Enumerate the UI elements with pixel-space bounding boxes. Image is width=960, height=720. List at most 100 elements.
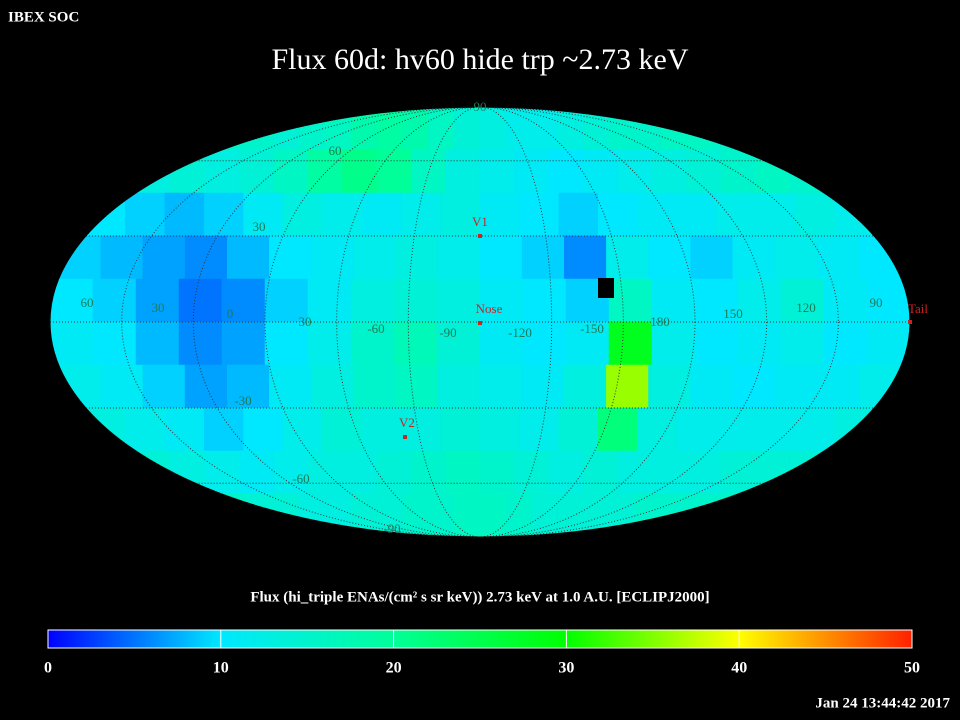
flux-cell bbox=[795, 192, 835, 237]
map-cells bbox=[50, 107, 910, 537]
flux-cell bbox=[531, 107, 558, 151]
longitude-label: 60 bbox=[81, 295, 94, 310]
flux-cell bbox=[823, 321, 868, 366]
flux-cell bbox=[269, 364, 312, 409]
longitude-label: -90 bbox=[439, 325, 456, 340]
flux-cell bbox=[92, 321, 137, 366]
flux-cell bbox=[720, 149, 756, 194]
flux-cell bbox=[269, 235, 312, 280]
flux-cell bbox=[755, 407, 796, 452]
flux-cell bbox=[686, 450, 722, 495]
colorbar-tick-label: 10 bbox=[213, 660, 229, 677]
longitude-label: 30 bbox=[152, 300, 165, 315]
flux-cell bbox=[648, 364, 691, 409]
colorbar-tick-label: 0 bbox=[44, 660, 52, 677]
meridian bbox=[192, 106, 768, 538]
flux-cell bbox=[637, 192, 678, 237]
flux-cell bbox=[479, 364, 523, 409]
longitude-label: -150 bbox=[580, 321, 604, 336]
flux-cell bbox=[437, 235, 481, 280]
flux-cell bbox=[521, 364, 565, 409]
flux-cell bbox=[479, 407, 520, 452]
flux-cell bbox=[100, 235, 144, 280]
flux-cell bbox=[376, 107, 403, 151]
flux-cell bbox=[428, 493, 455, 537]
flux-cell bbox=[100, 364, 144, 409]
flux-cell bbox=[453, 493, 481, 537]
flux-cell bbox=[514, 450, 550, 495]
flux-cell bbox=[582, 149, 618, 194]
flux-cell bbox=[203, 407, 244, 452]
flux-cell bbox=[651, 149, 687, 194]
flux-cell bbox=[361, 407, 402, 452]
longitude-label: 90 bbox=[870, 295, 883, 310]
flux-cell bbox=[866, 321, 910, 366]
header: IBEX SOC bbox=[8, 9, 79, 25]
flux-cell bbox=[548, 450, 584, 495]
colorbar-tick-label: 20 bbox=[386, 660, 402, 677]
flux-cell bbox=[690, 235, 734, 280]
latitude-label: -30 bbox=[234, 393, 251, 408]
flux-cell bbox=[402, 107, 429, 151]
marker-label: V2 bbox=[399, 415, 415, 430]
flux-cell bbox=[353, 364, 396, 409]
flux-cell bbox=[617, 450, 653, 495]
flux-cell bbox=[243, 407, 284, 452]
flux-cell bbox=[816, 235, 860, 280]
flux-cell bbox=[557, 107, 584, 151]
flux-cell bbox=[651, 450, 687, 495]
colorbar bbox=[47, 629, 913, 649]
flux-cell bbox=[606, 364, 649, 409]
flux-cell bbox=[440, 407, 481, 452]
flux-cell bbox=[774, 364, 818, 409]
flux-cell bbox=[608, 278, 653, 323]
flux-cell bbox=[393, 278, 438, 323]
flux-cell bbox=[353, 235, 396, 280]
flux-cell bbox=[311, 364, 354, 409]
colorbar-tick-label: 50 bbox=[904, 660, 920, 677]
flux-cell bbox=[732, 235, 776, 280]
flux-cell bbox=[142, 364, 186, 409]
flux-cell bbox=[648, 235, 691, 280]
longitude-label: -120 bbox=[508, 325, 532, 340]
flux-cell bbox=[400, 192, 441, 237]
flux-cell bbox=[402, 493, 429, 537]
flux-cell bbox=[686, 149, 722, 194]
latitude-label: 60 bbox=[329, 143, 342, 158]
flux-cell bbox=[307, 278, 352, 323]
colorbar-ticks: 0 10 20 30 40 50 bbox=[44, 630, 920, 677]
flux-cell bbox=[92, 278, 137, 323]
flux-cell bbox=[395, 235, 439, 280]
flux-cell bbox=[376, 450, 412, 495]
missing-cell bbox=[598, 278, 614, 298]
flux-cell bbox=[135, 321, 180, 366]
flux-cell bbox=[755, 192, 796, 237]
flux-cell bbox=[479, 149, 515, 194]
flux-cell bbox=[637, 407, 678, 452]
colorbar-label: Flux (hi_triple ENAs/(cm² s sr keV)) 2.7… bbox=[250, 589, 709, 605]
flux-cell bbox=[521, 235, 565, 280]
flux-cell bbox=[376, 149, 412, 194]
flux-cell bbox=[221, 321, 266, 366]
flux-cell bbox=[184, 364, 228, 409]
title: Flux 60d: hv60 hide trp ~2.73 keV bbox=[271, 43, 688, 76]
flux-cell bbox=[558, 192, 599, 237]
flux-cell bbox=[203, 192, 244, 237]
marker-label: Tail bbox=[908, 301, 928, 316]
flux-cell bbox=[479, 493, 507, 537]
longitude-label: 120 bbox=[796, 300, 816, 315]
colorbar-tick-label: 40 bbox=[731, 660, 747, 677]
flux-cell bbox=[437, 364, 481, 409]
flux-cell bbox=[178, 321, 223, 366]
latitude-label: -60 bbox=[292, 471, 309, 486]
flux-cell bbox=[342, 149, 378, 194]
flux-cell bbox=[376, 493, 403, 537]
flux-cell bbox=[178, 278, 223, 323]
flux-cell bbox=[795, 407, 835, 452]
longitude-label: 30 bbox=[299, 314, 312, 329]
flux-cell bbox=[282, 407, 323, 452]
flux-cell bbox=[774, 235, 818, 280]
marker-point bbox=[478, 234, 482, 238]
flux-cell bbox=[445, 450, 481, 495]
longitude-label: 180 bbox=[650, 314, 670, 329]
